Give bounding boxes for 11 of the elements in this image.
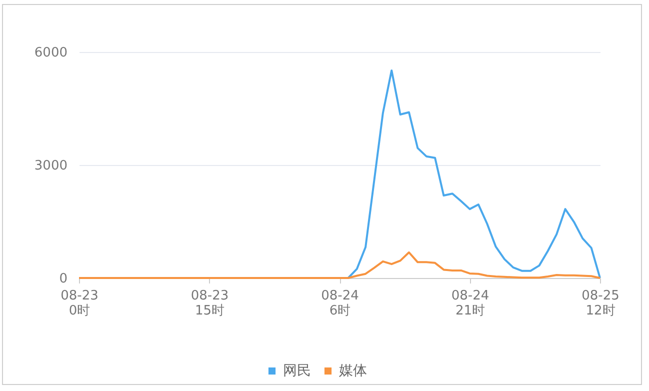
x-tick-label: 08-24 6时 bbox=[321, 288, 359, 318]
legend-label: 媒体 bbox=[339, 363, 367, 379]
x-tick-label: 08-25 12时 bbox=[582, 288, 620, 318]
x-tick-label: 08-23 0时 bbox=[60, 288, 98, 318]
line-series bbox=[347, 69, 601, 279]
x-tick-label: 08-23 15时 bbox=[190, 288, 229, 318]
x-tick-label: 08-24 21时 bbox=[451, 288, 490, 318]
y-tick-label: 6000 bbox=[34, 46, 68, 60]
y-tick-label: 0 bbox=[59, 272, 68, 286]
y-tick-label: 3000 bbox=[34, 158, 68, 174]
legend-label: 网民 bbox=[283, 363, 311, 379]
